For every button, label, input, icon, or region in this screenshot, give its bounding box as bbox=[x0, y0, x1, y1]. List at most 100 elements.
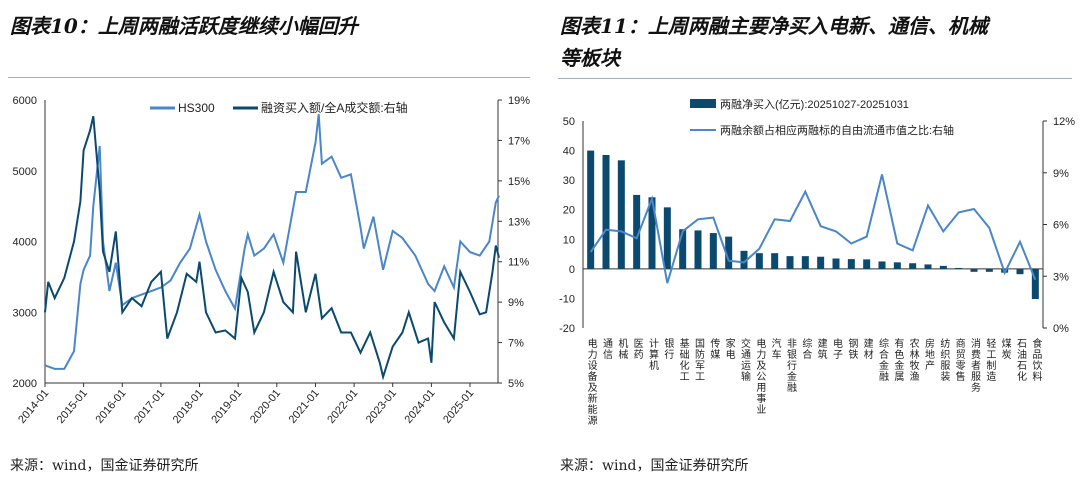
bar bbox=[939, 265, 947, 269]
right-y-tick: 19% bbox=[508, 95, 530, 107]
category-label: 国防军工 bbox=[693, 338, 705, 382]
category-label: 非银行金融 bbox=[785, 338, 797, 393]
left-source: 来源：wind，国金证券研究所 bbox=[10, 458, 199, 474]
left-chart-title: 图表10：上周两融活跃度继续小幅回升 bbox=[10, 14, 358, 38]
bar bbox=[740, 250, 748, 269]
x-tick-label: 2018-01 bbox=[171, 387, 206, 426]
bar bbox=[709, 233, 717, 269]
x-tick-label: 2021-01 bbox=[287, 387, 322, 426]
left-y-tick: 3000 bbox=[13, 307, 37, 319]
bar bbox=[955, 267, 963, 269]
right-chart-title-line2: 等板块 bbox=[560, 46, 620, 70]
right-y-tick: 7% bbox=[508, 338, 524, 350]
category-label: 综合 bbox=[800, 337, 812, 360]
right-divider bbox=[558, 78, 1072, 79]
bar bbox=[602, 155, 610, 269]
bar bbox=[648, 197, 656, 269]
right-y-tick: 3% bbox=[1053, 271, 1069, 283]
category-label: 交通运输 bbox=[739, 337, 751, 382]
x-tick-label: 2016-01 bbox=[93, 387, 128, 426]
x-tick-label: 2023-01 bbox=[364, 387, 399, 426]
right-y-tick: 13% bbox=[508, 216, 530, 228]
left-y-tick: 10 bbox=[563, 234, 575, 246]
legend-ratio-label: 融资买入额/全A成交额:右轴 bbox=[261, 100, 408, 115]
right-y-tick: 9% bbox=[508, 297, 524, 309]
bar bbox=[817, 256, 825, 269]
category-label: 消费者服务 bbox=[969, 337, 981, 393]
right-source: 来源：wind，国金证券研究所 bbox=[560, 458, 749, 474]
right-y-tick: 15% bbox=[508, 176, 530, 188]
category-label: 医药 bbox=[631, 338, 643, 360]
legend-line-label: 两融余额占相应两融标的自由流通市值之比:右轴 bbox=[720, 123, 954, 137]
category-label: 钢铁 bbox=[846, 337, 858, 360]
left-y-tick: 4000 bbox=[13, 237, 37, 249]
category-label: 计算机 bbox=[647, 337, 659, 371]
category-label: 电力及公用事业 bbox=[754, 337, 766, 415]
bar bbox=[832, 258, 840, 269]
x-tick-label: 2014-01 bbox=[16, 387, 51, 426]
hs300-line bbox=[44, 114, 500, 370]
category-label: 农林牧渔 bbox=[907, 337, 919, 382]
category-label: 有色金属 bbox=[892, 337, 904, 382]
x-tick-label: 2015-01 bbox=[55, 387, 90, 426]
category-label: 纺织服装 bbox=[938, 337, 950, 382]
x-tick-label: 2022-01 bbox=[325, 387, 360, 426]
bar bbox=[679, 229, 687, 269]
category-label: 房地产 bbox=[923, 337, 935, 371]
category-label: 综合金融 bbox=[877, 337, 889, 382]
category-label: 基础化工 bbox=[677, 337, 689, 382]
bar bbox=[1016, 268, 1024, 275]
bar bbox=[893, 262, 901, 269]
bar bbox=[863, 259, 871, 269]
bar bbox=[970, 268, 978, 272]
bar bbox=[924, 264, 932, 269]
bar bbox=[771, 253, 779, 269]
x-tick-label: 2025-01 bbox=[441, 387, 476, 426]
left-y-tick: 0 bbox=[569, 264, 575, 276]
left-y-tick: 50 bbox=[563, 116, 575, 128]
right-y-tick: 17% bbox=[508, 135, 530, 147]
bar bbox=[1031, 268, 1039, 300]
category-label: 传媒 bbox=[708, 338, 720, 360]
left-chart: 2000 3000 4000 5000 6000 5% 7% 9% 11% 13% 15% 17% 19… bbox=[13, 95, 531, 426]
category-label: 商贸零售 bbox=[953, 337, 965, 382]
category-label: 电力设备及新能源 bbox=[585, 337, 597, 426]
left-y-tick: 40 bbox=[563, 146, 575, 158]
x-tick-label: 2019-01 bbox=[209, 387, 244, 426]
right-chart: -20 -10 0 10 20 30 40 50 0% 3% 6% 9% 12% 电力设备及新能源 通信 机械… bbox=[559, 97, 1075, 426]
right-chart-title-line1: 图表11：上周两融主要净买入电新、通信、机械 bbox=[560, 14, 988, 38]
category-label: 食品饮料 bbox=[1030, 337, 1042, 382]
bar bbox=[663, 207, 671, 269]
legend-bar-swatch bbox=[690, 99, 716, 108]
category-label: 通信 bbox=[601, 338, 613, 360]
bar bbox=[694, 230, 702, 269]
category-label: 电子 bbox=[831, 337, 843, 360]
category-label: 建材 bbox=[861, 337, 873, 360]
bar bbox=[985, 268, 993, 272]
category-label: 轻工制造 bbox=[984, 337, 996, 382]
bar bbox=[587, 150, 595, 269]
right-y-tick: 11% bbox=[508, 257, 529, 269]
left-y-tick: 20 bbox=[563, 205, 575, 217]
bar bbox=[725, 236, 733, 269]
bar bbox=[786, 256, 794, 269]
right-y-tick: 12% bbox=[1053, 116, 1075, 128]
bar bbox=[878, 261, 886, 269]
legend-bar-label: 两融净买入(亿元):20251027-20251031 bbox=[720, 97, 909, 111]
bar bbox=[755, 253, 763, 269]
right-y-tick: 5% bbox=[508, 378, 524, 390]
x-tick-label: 2020-01 bbox=[248, 387, 283, 426]
left-y-tick: 6000 bbox=[13, 95, 37, 107]
category-label: 汽车 bbox=[769, 337, 781, 360]
category-label: 银行 bbox=[662, 337, 674, 360]
right-y-tick: 6% bbox=[1053, 220, 1069, 232]
category-label: 家电 bbox=[723, 337, 735, 360]
category-label: 煤炭 bbox=[999, 337, 1011, 360]
left-y-tick: 30 bbox=[563, 175, 575, 187]
legend-hs300-label: HS300 bbox=[178, 101, 215, 115]
left-y-tick: 5000 bbox=[13, 166, 37, 178]
x-tick-label: 2017-01 bbox=[132, 387, 167, 426]
bar bbox=[617, 160, 625, 269]
ratio-line bbox=[589, 174, 1037, 284]
